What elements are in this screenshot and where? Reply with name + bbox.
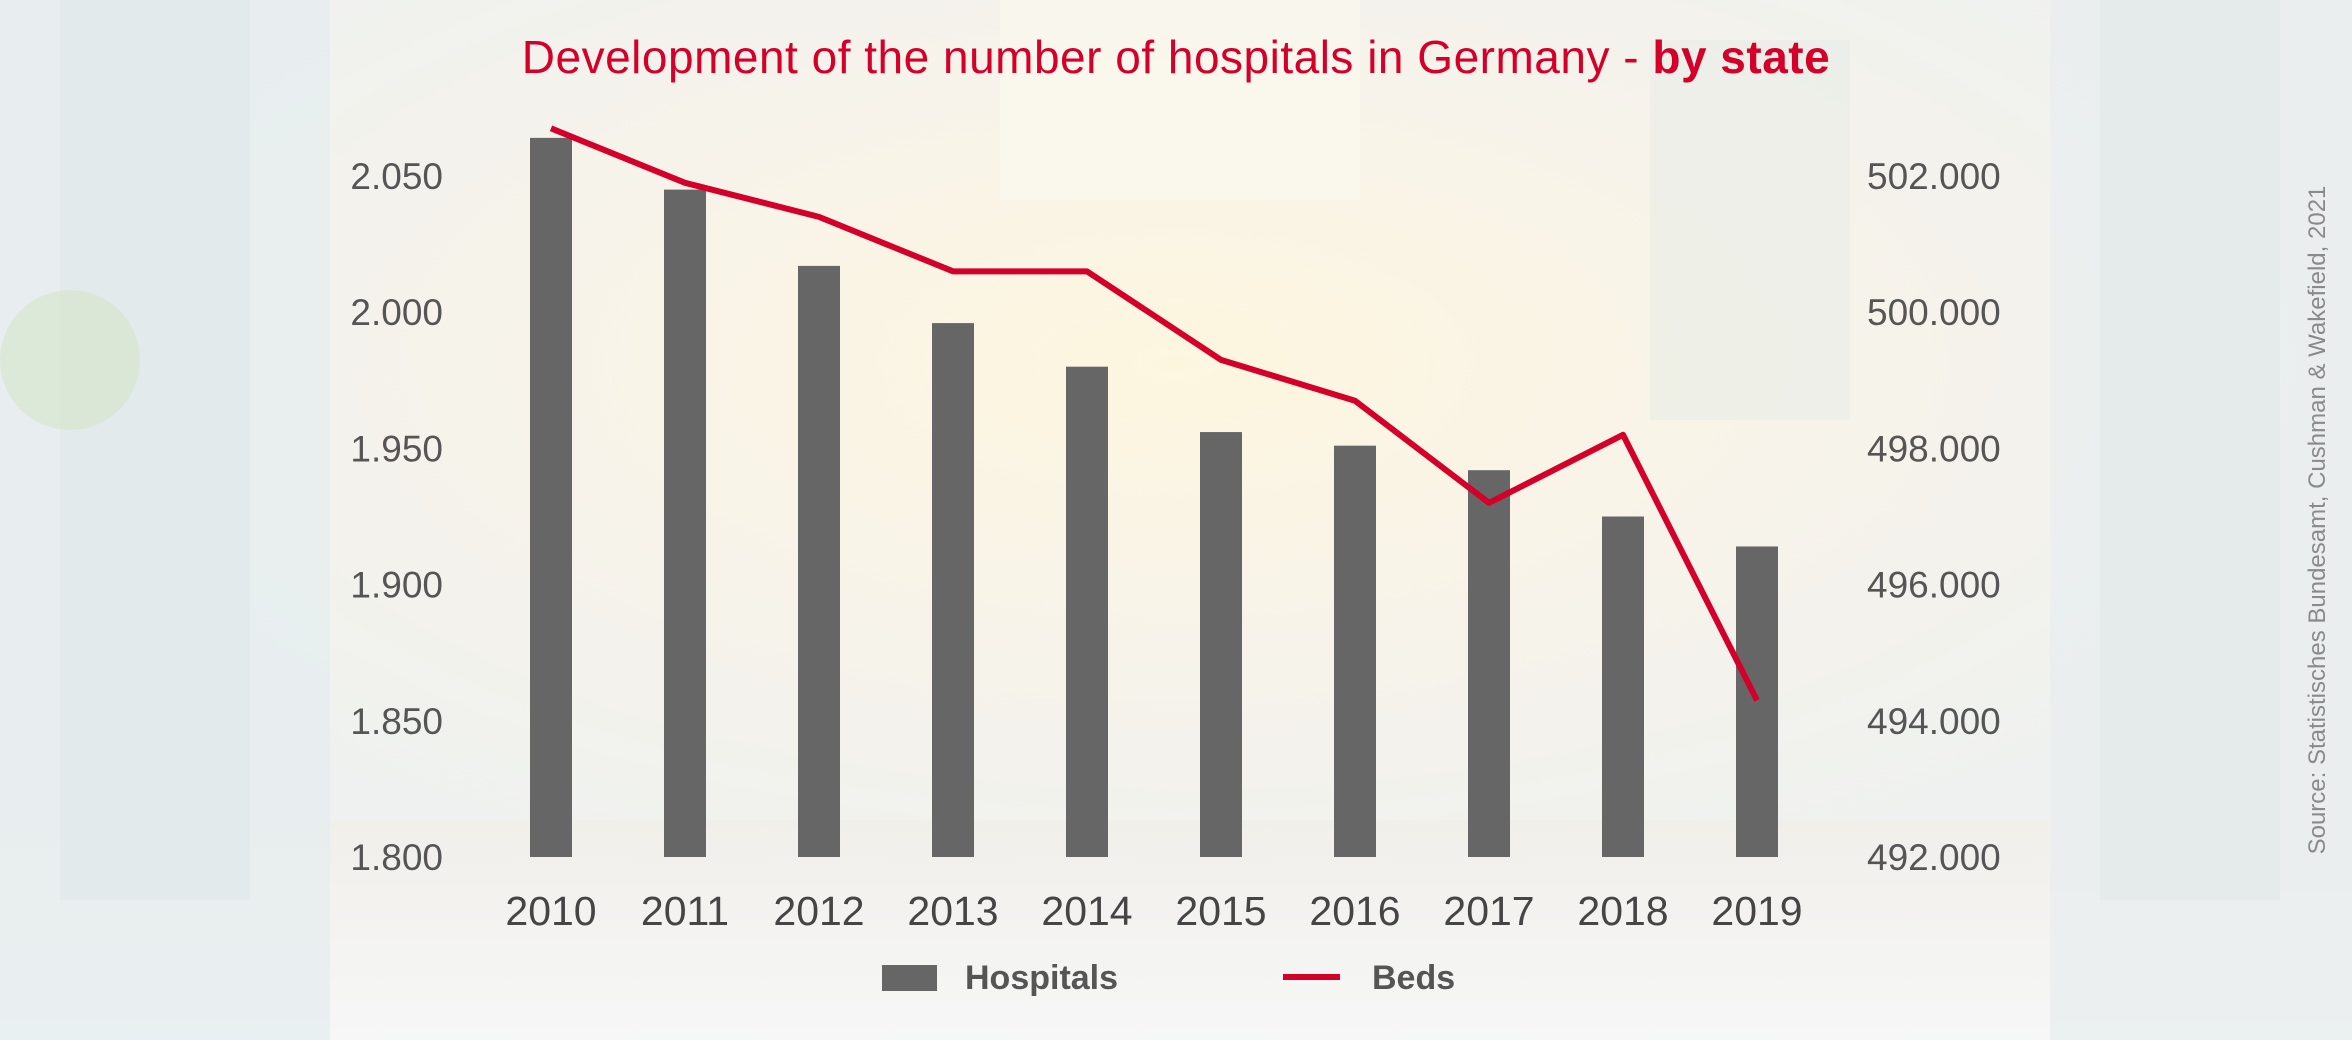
legend-beds-label: Beds [1372, 959, 1455, 997]
x-tick-label: 2018 [1577, 888, 1668, 934]
chart-title-main: Development of the number of hospitals i… [521, 31, 1653, 83]
bar-hospitals-2018 [1602, 516, 1644, 857]
chart-title-bold: by state [1652, 31, 1831, 83]
y-right-tick-label: 502.000 [1867, 156, 2001, 197]
chart-title: Development of the number of hospitals i… [0, 30, 2352, 84]
bar-hospitals-2014 [1066, 366, 1108, 857]
bar-hospitals-2013 [932, 323, 974, 857]
bar-hospitals-2016 [1334, 445, 1376, 857]
y-left-tick-label: 2.000 [350, 292, 443, 333]
y-left-tick-label: 1.800 [350, 837, 443, 878]
x-tick-label: 2013 [907, 888, 998, 934]
legend-hospitals-label: Hospitals [965, 959, 1118, 997]
source-note: Source: Statistisches Bundesamt, Cushman… [2304, 185, 2331, 855]
x-tick-label: 2015 [1175, 888, 1266, 934]
bar-hospitals-2015 [1200, 432, 1242, 857]
x-tick-label: 2010 [505, 888, 596, 934]
beds-line [549, 125, 1760, 702]
bar-hospitals-2012 [798, 265, 840, 858]
y-right-tick-label: 492.000 [1867, 837, 2001, 878]
x-tick-label: 2014 [1041, 888, 1132, 934]
y-left-tick-label: 1.900 [350, 565, 443, 606]
x-tick-label: 2016 [1309, 888, 1400, 934]
y-right-tick-label: 496.000 [1867, 565, 2001, 606]
x-tick-label: 2012 [773, 888, 864, 934]
x-tick-label: 2017 [1443, 888, 1534, 934]
y-right-tick-label: 494.000 [1867, 701, 2001, 742]
x-tick-label: 2019 [1711, 888, 1802, 934]
bar-hospitals-2010 [530, 137, 572, 857]
bar-hospitals-2011 [664, 189, 706, 857]
y-left-tick-label: 1.950 [350, 428, 443, 469]
y-left-tick-label: 2.050 [350, 156, 443, 197]
y-right-tick-label: 498.000 [1867, 428, 2001, 469]
x-tick-label: 2011 [641, 888, 729, 934]
bar-hospitals-2019 [1736, 546, 1778, 857]
legend-hospitals-swatch [882, 965, 937, 991]
bar-hospitals-2017 [1468, 470, 1510, 857]
y-left-tick-label: 1.850 [350, 701, 443, 742]
y-right-tick-label: 500.000 [1867, 292, 2001, 333]
